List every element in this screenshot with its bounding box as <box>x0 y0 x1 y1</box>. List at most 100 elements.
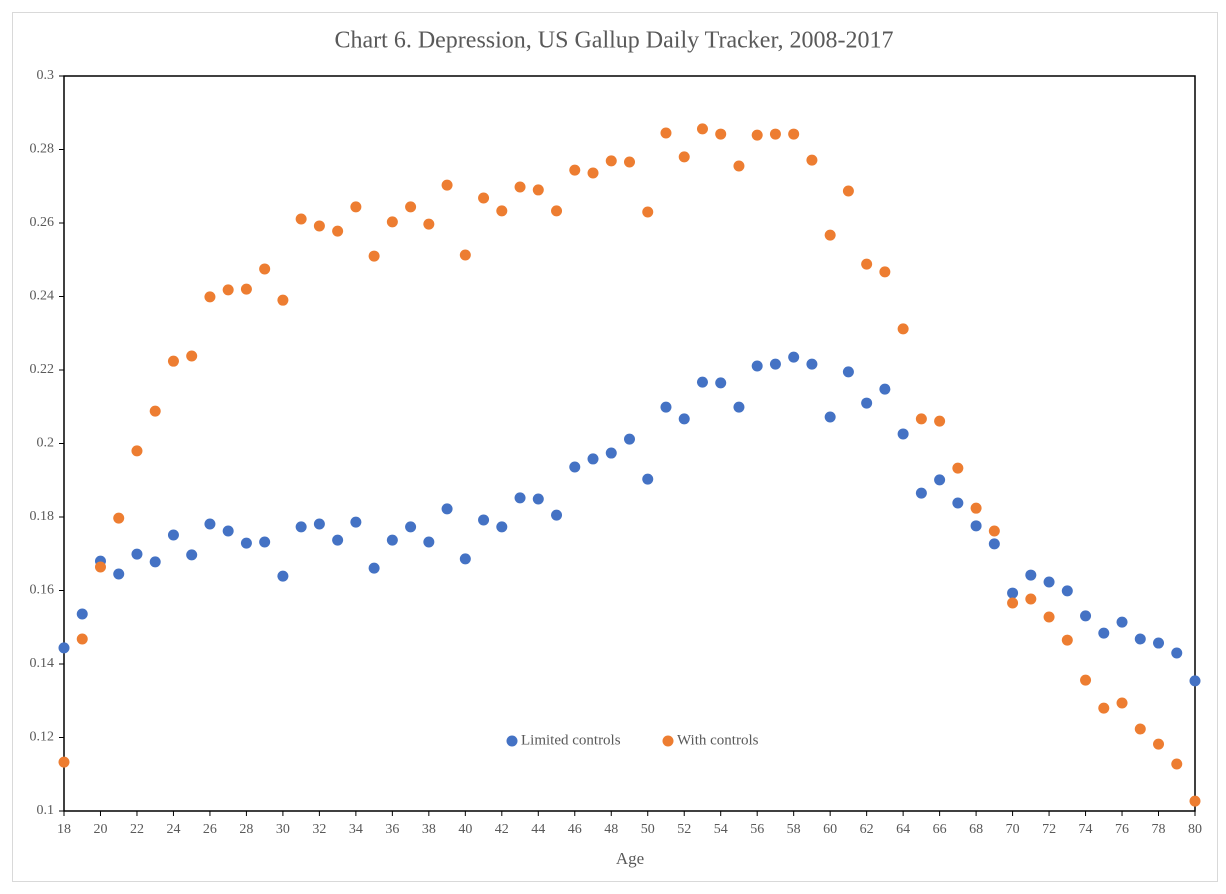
data-point <box>806 154 818 166</box>
data-point <box>988 538 1000 550</box>
data-point <box>715 128 727 140</box>
x-tick-label: 52 <box>677 822 691 837</box>
data-point <box>131 548 143 560</box>
data-point <box>660 127 672 139</box>
x-tick-label: 76 <box>1115 822 1129 837</box>
x-tick-label: 30 <box>276 822 290 837</box>
data-point <box>733 160 745 172</box>
x-tick-label: 60 <box>823 822 837 837</box>
data-point <box>970 502 982 514</box>
data-point <box>842 185 854 197</box>
data-point <box>824 411 836 423</box>
data-point <box>751 360 763 372</box>
data-point <box>788 351 800 363</box>
legend-marker <box>662 735 674 747</box>
data-point <box>313 220 325 232</box>
x-tick-label: 42 <box>495 822 509 837</box>
data-point <box>350 516 362 528</box>
data-point <box>131 445 143 457</box>
data-point <box>405 201 417 213</box>
data-point <box>496 521 508 533</box>
data-point <box>788 128 800 140</box>
x-axis-label: Age <box>616 849 644 868</box>
data-point <box>1043 576 1055 588</box>
data-point <box>605 155 617 167</box>
data-point <box>332 225 344 237</box>
x-tick-label: 46 <box>568 822 582 837</box>
data-point <box>1153 637 1165 649</box>
data-point <box>240 537 252 549</box>
data-point <box>551 509 563 521</box>
data-point <box>259 263 271 275</box>
data-point <box>915 487 927 499</box>
data-point <box>1061 585 1073 597</box>
chart-title: Chart 6. Depression, US Gallup Daily Tra… <box>335 28 894 54</box>
data-point <box>952 462 964 474</box>
data-point <box>769 128 781 140</box>
data-point <box>204 291 216 303</box>
data-point <box>1061 634 1073 646</box>
data-point <box>459 249 471 261</box>
data-point <box>58 756 70 768</box>
data-point <box>113 512 125 524</box>
data-point <box>642 473 654 485</box>
data-point <box>186 350 198 362</box>
data-point <box>295 521 307 533</box>
data-point <box>1134 633 1146 645</box>
data-point <box>1189 795 1201 807</box>
legend-label: Limited controls <box>521 732 621 748</box>
x-tick-label: 62 <box>860 822 874 837</box>
data-point <box>167 355 179 367</box>
data-point <box>678 413 690 425</box>
data-point <box>1080 674 1092 686</box>
y-tick-label: 0.22 <box>30 362 55 377</box>
data-point <box>277 294 289 306</box>
y-tick-label: 0.12 <box>30 730 55 745</box>
data-point <box>696 376 708 388</box>
data-point <box>769 358 781 370</box>
data-point <box>988 525 1000 537</box>
data-point <box>897 323 909 335</box>
y-tick-label: 0.16 <box>30 583 55 598</box>
y-tick-label: 0.2 <box>37 436 55 451</box>
data-point <box>1080 610 1092 622</box>
data-point <box>587 453 599 465</box>
data-point <box>715 377 727 389</box>
data-point <box>277 570 289 582</box>
data-point <box>952 497 964 509</box>
data-point <box>551 205 563 217</box>
x-tick-label: 20 <box>93 822 107 837</box>
data-point <box>1025 569 1037 581</box>
data-point <box>1189 675 1201 687</box>
data-point <box>350 201 362 213</box>
data-point <box>76 633 88 645</box>
data-point <box>332 534 344 546</box>
data-point <box>1153 738 1165 750</box>
y-tick-label: 0.28 <box>30 142 55 157</box>
data-point <box>167 529 179 541</box>
y-tick-label: 0.26 <box>30 215 55 230</box>
data-point <box>806 358 818 370</box>
data-point <box>514 181 526 193</box>
data-point <box>405 521 417 533</box>
data-point <box>58 642 70 654</box>
x-tick-label: 24 <box>166 822 180 837</box>
data-point <box>423 536 435 548</box>
data-point <box>1116 697 1128 709</box>
x-tick-label: 48 <box>604 822 618 837</box>
data-point <box>441 503 453 515</box>
x-tick-label: 26 <box>203 822 217 837</box>
x-tick-label: 22 <box>130 822 144 837</box>
data-point <box>514 492 526 504</box>
data-point <box>113 568 125 580</box>
y-tick-label: 0.18 <box>30 509 55 524</box>
data-point <box>1171 647 1183 659</box>
data-point <box>1007 597 1019 609</box>
data-point <box>605 447 617 459</box>
data-point <box>459 553 471 565</box>
data-point <box>642 206 654 218</box>
data-point <box>897 428 909 440</box>
data-point <box>624 433 635 445</box>
data-point <box>222 525 234 537</box>
